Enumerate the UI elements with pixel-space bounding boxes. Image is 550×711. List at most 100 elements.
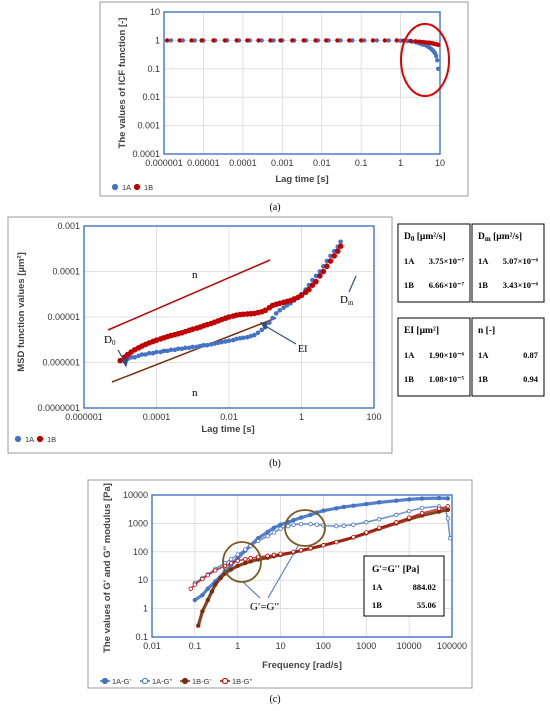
panel-a-legend: 1A 1B [111,183,153,192]
c-point-1A-G'' [406,508,412,514]
c-point-1A-G'' [291,522,296,527]
a-point-1B [256,38,261,43]
c-y-tick-label: 1 [143,604,148,614]
b-param-box-row-value: 0.94 [523,374,539,384]
panel-b-arrowhead-ei [260,322,268,330]
c-point-1A-G'' [314,522,319,527]
b-param-box [397,317,471,397]
c-point-1B-G' [205,597,210,603]
panel-b-annotation-n-upper: n [192,269,198,281]
b-point-1A [176,346,181,352]
c-point-1A-G' [419,496,425,501]
c-point-1B-G'' [436,506,442,511]
panel-b-annotation-d0: D0 [104,334,116,347]
c-point-1A-G' [205,586,210,591]
b-point-1A [234,336,239,342]
c-point-1B-G'' [419,510,425,516]
panel-b-legend: 1A 1B [14,435,56,444]
panel-c-crossover-box: G′=G′′ [Pa] 1A 884.02 1B 55.06 [363,555,445,617]
c-point-1B-G'' [228,560,234,566]
a-point-1B [290,38,295,43]
panel-c-caption: (c) [269,694,280,705]
panel-a-data-points [164,38,441,72]
b-param-box-row-label: 1B [404,374,414,384]
b-point-1A [136,353,141,359]
panel-c-annotation-crossover: G′=G′′ [250,601,279,613]
c-point-1B-G'' [334,539,339,545]
a-point-1B [301,38,306,43]
b-x-tick-label: 0.0001 [143,412,171,422]
c-point-1B-G'' [445,504,451,509]
b-point-1A [132,355,137,360]
b-point-1A [284,303,290,308]
c-x-tick-label: 10000 [397,641,422,651]
a-point-1B [324,38,329,43]
panel-b: 0.0010.00010.000010.0000010.00000010.000… [7,216,545,469]
a-point-1A [433,53,439,59]
b-point-1A [277,308,282,313]
b-point-1A [281,305,286,311]
panel-c-crossover-ellipse-1a [284,509,326,547]
a-point-1A [168,38,174,43]
c-point-1A-G'' [255,538,261,544]
b-point-1A [150,350,156,356]
a-x-tick-label: 0.01 [313,158,331,168]
b-point-1A [186,345,192,351]
c-x-tick-label: 0.01 [143,641,161,651]
c-point-1A-G' [445,496,451,501]
b-param-box-row-label: 1B [404,280,414,290]
c-point-1B-G' [235,563,240,569]
a-point-1B [177,38,182,43]
panel-c-legend: 1A-G' 1A-G'' 1B-G' 1B-G'' [100,677,253,686]
a-y-tick-label: 0.001 [137,121,160,131]
c-x-tick-label: 10 [276,641,286,651]
panel-a-y-axis-title: The values of ICF function [-] [117,18,128,149]
b-point-1A [241,335,246,341]
b-point-1A [259,327,265,333]
b-point-1A [248,333,254,339]
c-point-1A-G' [394,498,399,503]
c-point-1B-G' [213,582,218,587]
b-point-1A [204,342,210,348]
b-y-tick-label: 0.001 [57,221,80,231]
c-point-1A-G' [341,504,347,510]
b-param-box-row-label: 1A [478,350,489,360]
c-point-1A-G' [192,597,198,603]
panel-a-frame [99,1,469,197]
b-point-1A [267,320,272,325]
c-point-1A-G'' [265,533,270,539]
a-point-1A [180,38,186,43]
c-point-1B-G'' [406,515,412,520]
c-box-head: G′=G′′ [Pa] [372,565,419,575]
c-x-tick-label: 100000 [437,641,467,651]
b-point-1B [327,258,334,264]
c-legend-label: 1B-G'' [232,677,253,686]
panel-b-slope-line-upper [107,259,271,331]
c-y-tick-label: 0.1 [135,632,148,642]
b-point-1A [237,336,243,341]
b-point-1A [226,338,232,344]
b-point-1A [168,347,174,353]
c-legend-marker [141,677,149,685]
b-point-1A [128,355,134,360]
b-param-box-row-value: 6.66×10⁻⁷ [429,280,465,290]
c-point-1B-G'' [192,582,198,587]
b-param-box-row-value: 3.43×10⁻⁶ [503,280,539,290]
c-point-1B-G'' [376,525,382,530]
panel-b-annotation-n-lower: n [192,387,198,399]
panel-a-caption: (a) [269,202,280,213]
a-y-tick-label: 10 [150,7,160,17]
a-point-1B [278,38,283,43]
c-box-row-value: 884.02 [413,582,436,592]
a-point-1B [164,38,170,43]
c-box-row-value: 55.06 [417,600,436,610]
b-param-box-row-label: 1B [478,374,488,384]
b-point-1A [208,342,214,347]
panel-b-arrow-dm [348,275,357,293]
c-legend-marker [181,677,189,685]
b-point-1A [313,273,319,279]
panel-b-caption: (b) [269,458,281,469]
a-y-tick-label: 0.1 [147,64,160,74]
